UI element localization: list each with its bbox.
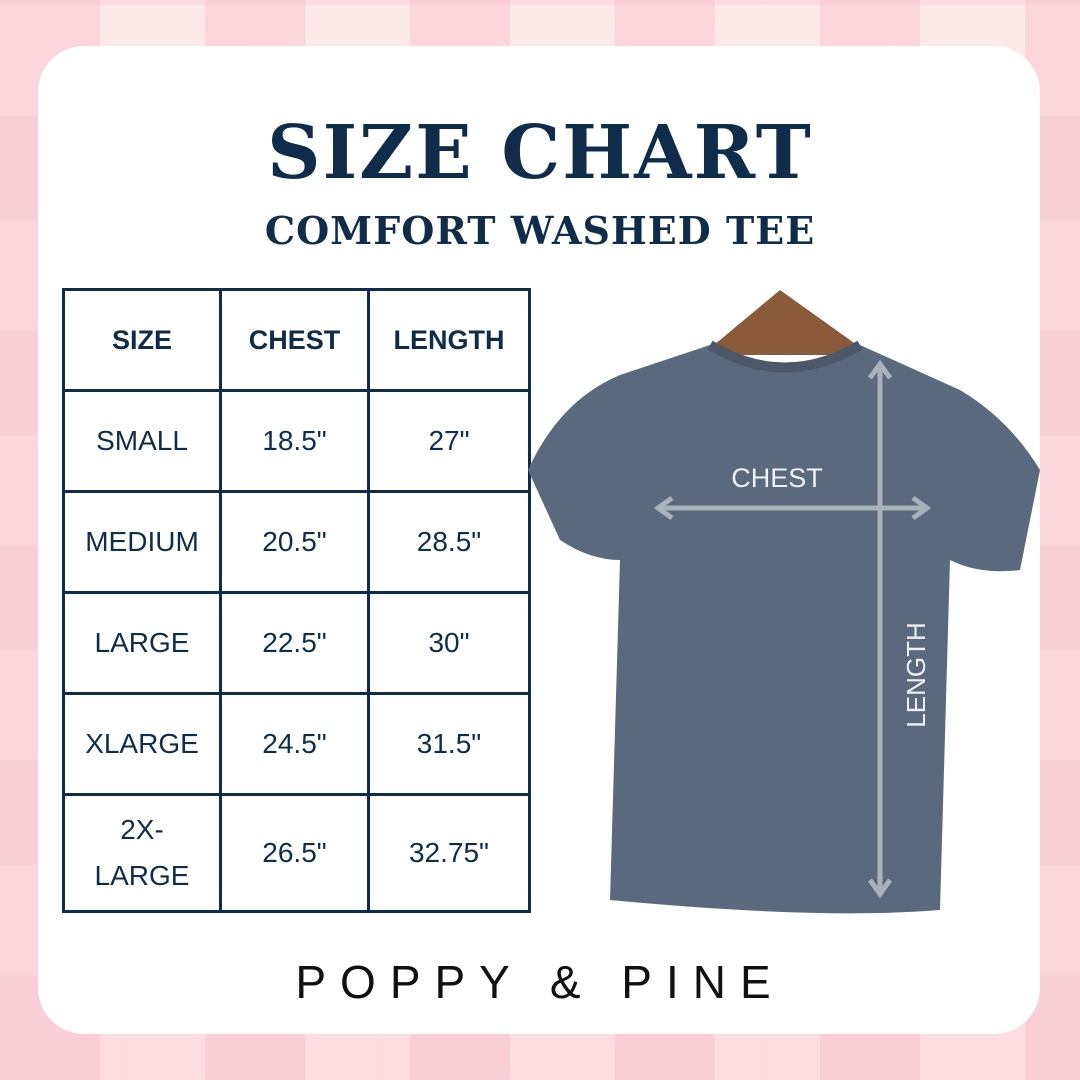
length-cell: 30": [367, 591, 531, 695]
measure-arrows: [653, 359, 932, 899]
tshirt-illustration: CHEST LENGTH: [528, 290, 1040, 914]
page-title: SIZE CHART: [267, 110, 813, 196]
brand-name: POPPY & PINE: [295, 956, 785, 1008]
table-row: 2X-LARGE 26.5" 32.75": [62, 793, 531, 913]
chest-cell: 26.5": [219, 793, 370, 913]
size-cell: SMALL: [62, 389, 222, 493]
table-row: XLARGE 24.5" 31.5": [62, 692, 531, 796]
table-header: SIZE CHEST LENGTH: [62, 288, 531, 392]
table-row: LARGE 22.5" 30": [62, 591, 531, 695]
chest-cell: 18.5": [219, 389, 370, 493]
size-cell: XLARGE: [62, 692, 222, 796]
size-cell: 2X-LARGE: [62, 793, 222, 913]
length-cell: 32.75": [367, 793, 531, 913]
chest-label: CHEST: [731, 463, 823, 493]
chest-cell: 20.5": [219, 490, 370, 594]
header-chest: CHEST: [219, 288, 370, 392]
length-cell: 28.5": [367, 490, 531, 594]
hanger-icon: [700, 290, 870, 355]
chest-cell: 22.5": [219, 591, 370, 695]
size-cell: LARGE: [62, 591, 222, 695]
subtitle: COMFORT WASHED TEE: [264, 208, 816, 253]
length-cell: 27": [367, 389, 531, 493]
length-cell: 31.5": [367, 692, 531, 796]
size-table: SIZE CHEST LENGTH SMALL 18.5" 27" MEDIUM 20…: [62, 288, 531, 913]
table-row: SMALL 18.5" 27": [62, 389, 531, 493]
length-label: LENGTH: [901, 622, 931, 727]
header-size: SIZE: [62, 288, 222, 392]
table-row: MEDIUM 20.5" 28.5": [62, 490, 531, 594]
size-cell: MEDIUM: [62, 490, 222, 594]
header-length: LENGTH: [367, 288, 531, 392]
tshirt-icon: [528, 345, 1040, 914]
chest-cell: 24.5": [219, 692, 370, 796]
